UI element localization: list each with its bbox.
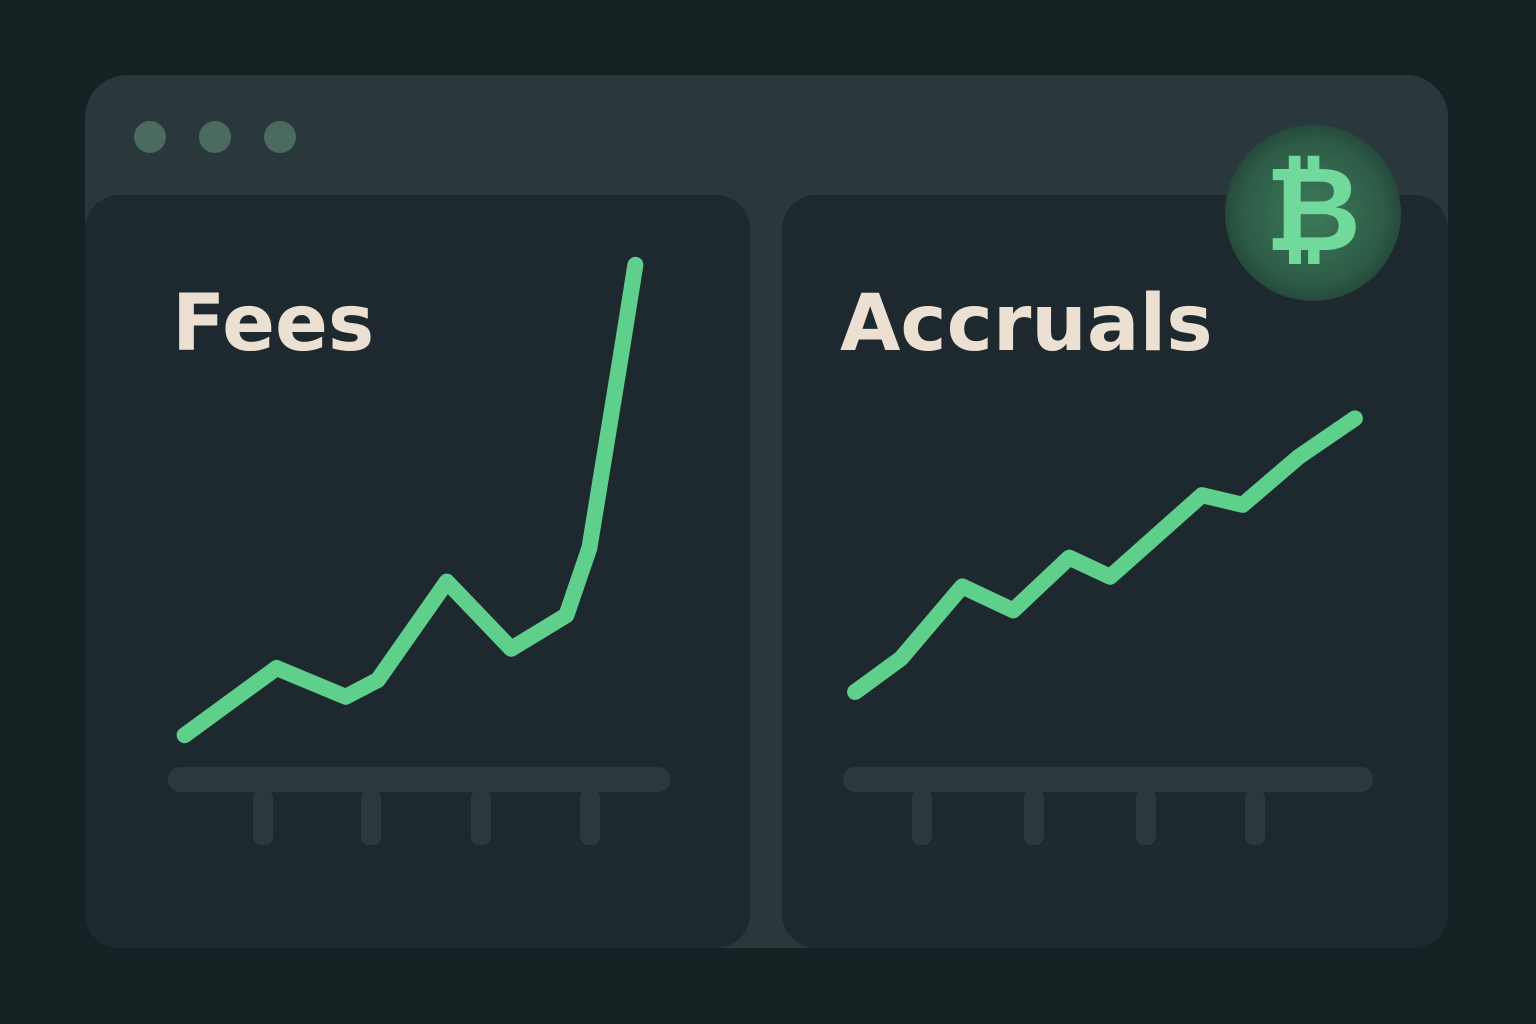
panel <box>85 195 750 948</box>
data-line <box>176 256 644 744</box>
bitcoin-badge: ₿ <box>1265 140 1361 278</box>
data-line <box>847 410 1363 700</box>
window-dot <box>199 121 231 153</box>
chart-title: Fees <box>172 279 374 369</box>
badge-circle <box>1225 125 1401 301</box>
axis-decoration <box>168 767 1373 845</box>
window-dot <box>134 121 166 153</box>
window-dot <box>264 121 296 153</box>
chart-title: Accruals <box>840 279 1213 369</box>
